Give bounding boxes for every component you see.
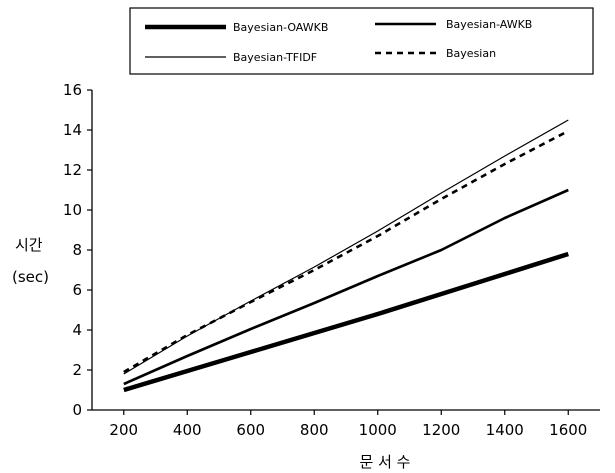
y-axis-title: 시간: [15, 236, 43, 254]
y-tick-label: 6: [72, 281, 82, 299]
y-tick-label: 4: [72, 321, 82, 339]
y-tick-label: 8: [72, 241, 82, 259]
series-line-bayesian: [123, 129, 569, 374]
y-tick-label: 2: [72, 361, 82, 379]
series-line-bayesian-awkb: [123, 188, 569, 386]
x-tick-label: 1200: [422, 421, 460, 439]
legend: Bayesian-OAWKB Bayesian-AWKB Bayesian-TFID…: [129, 7, 594, 75]
series-layer: [123, 119, 569, 393]
y-tick-label: 16: [63, 81, 82, 99]
x-tick-label: 1400: [486, 421, 524, 439]
x-axis-title: 문 서 수: [360, 453, 411, 471]
x-tick-label: 600: [236, 421, 265, 439]
axes: 0 2 4 6 8 10 12 14 16 200 400 600 800 1000 1200 1400 160…: [63, 81, 600, 439]
y-tick-label: 12: [63, 161, 82, 179]
series-line-bayesian-tfidf: [123, 119, 569, 375]
x-tick-label: 1000: [359, 421, 397, 439]
legend-label: Bayesian-AWKB: [446, 18, 532, 31]
legend-box: [129, 7, 594, 75]
legend-label: Bayesian: [446, 47, 496, 60]
y-tick-label: 10: [63, 201, 82, 219]
y-tick-label: 0: [72, 401, 82, 419]
x-tick-label: 200: [109, 421, 138, 439]
y-tick-label: 14: [63, 121, 82, 139]
legend-label: Bayesian-TFIDF: [233, 51, 317, 64]
x-tick-label: 400: [173, 421, 202, 439]
legend-label: Bayesian-OAWKB: [233, 21, 328, 34]
x-tick-label: 1600: [549, 421, 587, 439]
series-line-bayesian-oawkb: [123, 251, 569, 393]
y-axis-unit: (sec): [12, 268, 49, 286]
x-tick-label: 800: [300, 421, 329, 439]
